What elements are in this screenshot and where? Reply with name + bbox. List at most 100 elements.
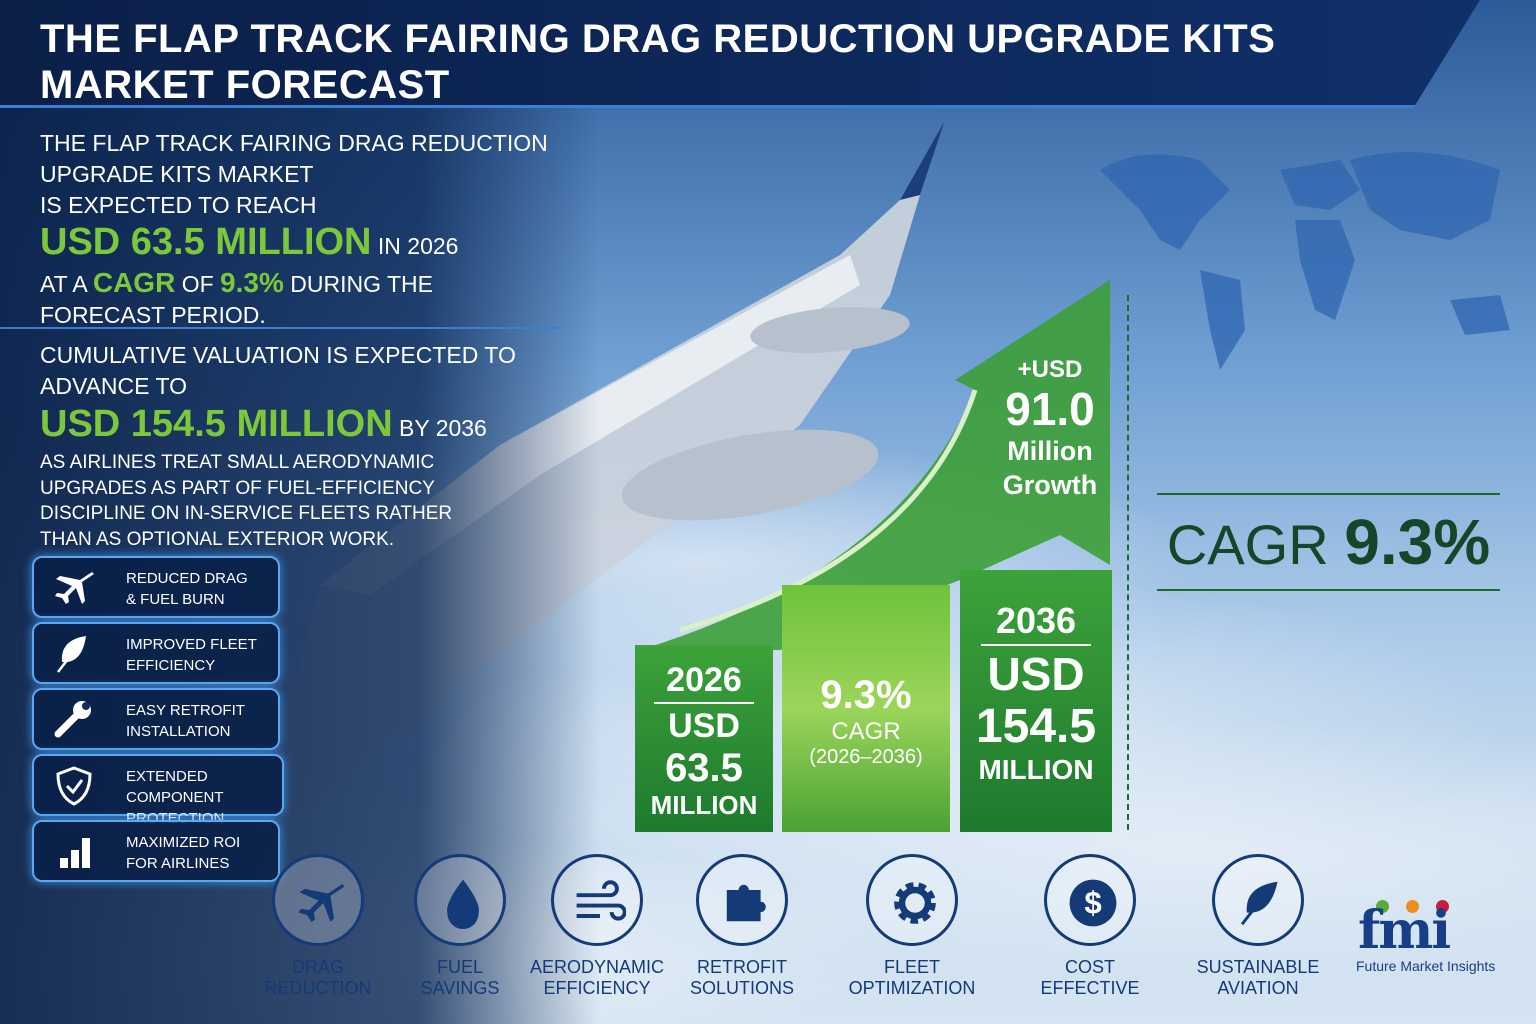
label-line: COST xyxy=(1064,957,1115,977)
fuel-savings-circle xyxy=(414,854,506,946)
intro-line: THE FLAP TRACK FAIRING DRAG REDUCTION xyxy=(40,130,548,156)
label-line: RETROFIT xyxy=(697,957,787,977)
intro-line: FORECAST PERIOD. xyxy=(40,302,266,328)
feature-label: EFFICIENCY xyxy=(126,657,216,674)
wind-icon xyxy=(576,880,626,921)
title-line-1: THE FLAP TRACK FAIRING DRAG REDUCTION UP… xyxy=(40,17,1276,61)
fleet-circle xyxy=(866,854,958,946)
label-line: REDUCTION xyxy=(264,978,372,998)
market-value-2036: USD 154.5 MILLION xyxy=(40,403,393,445)
label-line: AVIATION xyxy=(1217,978,1299,998)
feature-label: IMPROVED FLEET xyxy=(126,636,257,653)
growth-text: Growth xyxy=(1002,470,1098,500)
divider xyxy=(0,327,560,329)
cost-circle: $ xyxy=(1044,854,1136,946)
feature-card: REDUCED DRAG & FUEL BURN xyxy=(32,556,280,618)
feature-label: EASY RETROFIT xyxy=(126,702,245,719)
market-value-2026: USD 63.5 MILLION xyxy=(40,221,372,263)
cagr-label: CAGR xyxy=(831,718,901,745)
cagr-block: CAGR 9.3% xyxy=(1157,493,1500,591)
text: OF xyxy=(181,271,214,297)
airplane-icon xyxy=(55,572,94,604)
feature-card: MAXIMIZED ROI FOR AIRLINES xyxy=(32,820,280,882)
value-suffix: BY 2036 xyxy=(399,415,487,441)
bar-year: 2036 xyxy=(995,600,1077,641)
header-banner xyxy=(0,0,1480,108)
wrench-icon xyxy=(54,701,91,738)
desc-line: THAN AS OPTIONAL EXTERIOR WORK. xyxy=(40,528,395,550)
leaf-icon xyxy=(1240,881,1278,926)
leaf-icon xyxy=(57,636,86,673)
label-line: EFFICIENCY xyxy=(543,978,651,998)
logo-mark: fmi xyxy=(1358,900,1451,961)
bottom-label: RETROFIT SOLUTIONS xyxy=(662,957,822,999)
bar-cagr: 9.3% CAGR (2026–2036) xyxy=(782,585,950,832)
world-map-graphic xyxy=(1100,152,1510,370)
text: DURING THE xyxy=(290,271,433,297)
cagr-value: 9.3% xyxy=(1344,506,1491,578)
drag-reduction-circle xyxy=(272,854,364,946)
cumulative-line: ADVANCE TO xyxy=(40,373,187,399)
value-suffix: IN 2026 xyxy=(377,233,459,259)
bottom-label: FLEET OPTIMIZATION xyxy=(832,957,992,999)
growth-value: 91.0 xyxy=(1005,383,1095,435)
page-title: THE FLAP TRACK FAIRING DRAG REDUCTION UP… xyxy=(40,16,1275,108)
label-line: SAVINGS xyxy=(420,978,500,998)
feature-label: & FUEL BURN xyxy=(126,591,225,608)
cagr-label: CAGR xyxy=(1166,513,1329,576)
bar-currency: USD xyxy=(987,648,1085,700)
cagr-period: (2026–2036) xyxy=(809,746,923,768)
bar-currency: USD xyxy=(668,707,740,745)
cagr-value: 9.3% xyxy=(820,673,912,717)
dollar-icon: $ xyxy=(1069,879,1117,927)
feature-label: INSTALLATION xyxy=(126,723,231,740)
logo-name: Future Market Insights xyxy=(1356,958,1496,974)
label-line: SUSTAINABLE xyxy=(1196,957,1320,977)
bar-year: 2026 xyxy=(666,661,742,699)
airplane-icon xyxy=(298,884,345,922)
title-line-2: MARKET FORECAST xyxy=(40,63,450,107)
bar-2026: 2026 USD 63.5 MILLION xyxy=(635,645,773,832)
bar-unit: MILLION xyxy=(650,790,758,820)
growth-unit: Million xyxy=(1007,436,1093,466)
feature-card: IMPROVED FLEET EFFICIENCY xyxy=(32,622,280,684)
intro-text: THE FLAP TRACK FAIRING DRAG REDUCTION UP… xyxy=(40,128,548,331)
intro-line: IS EXPECTED TO REACH xyxy=(40,192,317,218)
label-line: EFFECTIVE xyxy=(1040,978,1140,998)
text: AT A xyxy=(40,271,87,297)
bottom-label: DRAG REDUCTION xyxy=(238,957,398,999)
label-line: AERODYNAMIC xyxy=(529,957,664,977)
feature-card: EXTENDED COMPONENT PROTECTION xyxy=(32,754,284,827)
bottom-label: SUSTAINABLE AVIATION xyxy=(1178,957,1338,999)
shield-check-icon xyxy=(56,766,92,806)
cagr-value: 9.3% xyxy=(220,267,284,298)
cagr-label: CAGR xyxy=(92,267,176,298)
svg-text:$: $ xyxy=(1084,885,1101,920)
cumulative-line: CUMULATIVE VALUATION IS EXPECTED TO xyxy=(40,342,516,368)
gear-icon xyxy=(894,882,936,924)
bar-value: 63.5 xyxy=(665,746,743,790)
bar-chart-icon xyxy=(60,838,90,868)
cumulative-text: CUMULATIVE VALUATION IS EXPECTED TO ADVA… xyxy=(40,340,516,552)
feature-label: EXTENDED COMPONENT xyxy=(126,768,224,806)
feature-label: MAXIMIZED ROI xyxy=(126,834,241,851)
fmi-logo: fmi Future Market Insights xyxy=(1356,900,1506,974)
label-line: DRAG xyxy=(291,957,344,977)
aerodynamic-circle xyxy=(551,854,643,946)
desc-line: AS AIRLINES TREAT SMALL AERODYNAMIC xyxy=(40,452,435,473)
dashed-divider xyxy=(1127,295,1129,830)
feature-label: REDUCED DRAG xyxy=(126,570,248,587)
desc-line: DISCIPLINE ON IN-SERVICE FLEETS RATHER xyxy=(40,503,453,524)
bottom-label: COST EFFECTIVE xyxy=(1010,957,1170,999)
droplet-icon xyxy=(447,879,479,929)
bottom-label: FUEL SAVINGS xyxy=(380,957,540,999)
bar-unit: MILLION xyxy=(978,754,1094,785)
label-line: FLEET xyxy=(883,957,940,977)
growth-prefix: +USD xyxy=(1017,356,1083,383)
bar-value: 154.5 xyxy=(975,700,1097,753)
puzzle-icon xyxy=(726,884,766,922)
retrofit-circle xyxy=(696,854,788,946)
feature-card: EASY RETROFIT INSTALLATION xyxy=(32,688,280,750)
label-line: FUEL xyxy=(436,957,483,977)
feature-label: FOR AIRLINES xyxy=(126,855,230,872)
